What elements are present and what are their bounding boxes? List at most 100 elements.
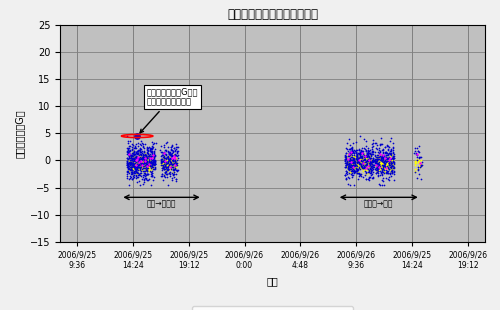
Point	[147, 159, 155, 164]
Point	[361, 157, 369, 162]
Point	[148, 140, 156, 145]
Point	[388, 158, 396, 163]
Point	[386, 158, 394, 163]
Point	[364, 164, 372, 169]
Point	[350, 160, 358, 165]
Point	[148, 151, 156, 156]
Point	[172, 160, 180, 165]
Point	[157, 157, 165, 162]
Point	[142, 158, 150, 163]
Point	[162, 171, 170, 176]
Point	[130, 167, 138, 172]
Point	[170, 158, 177, 163]
Point	[150, 150, 158, 155]
Point	[380, 155, 388, 160]
Point	[152, 162, 160, 167]
Point	[350, 163, 358, 168]
Point	[158, 162, 166, 167]
Point	[132, 164, 140, 169]
Point	[124, 156, 132, 161]
Point	[160, 162, 168, 167]
Point	[360, 155, 368, 160]
Point	[128, 163, 136, 168]
Point	[128, 161, 136, 166]
Point	[146, 162, 154, 167]
Point	[134, 161, 142, 166]
Point	[389, 160, 397, 165]
Point	[132, 166, 140, 171]
Point	[170, 173, 177, 178]
Point	[128, 167, 136, 172]
Point	[140, 142, 148, 147]
Point	[166, 159, 173, 164]
Point	[356, 160, 364, 165]
Point	[130, 145, 138, 150]
Point	[356, 162, 364, 166]
Point	[375, 159, 383, 164]
Point	[135, 159, 143, 164]
Point	[141, 164, 149, 169]
Point	[367, 164, 375, 169]
Point	[125, 166, 133, 171]
Point	[390, 146, 398, 151]
Point	[140, 166, 147, 171]
Point	[358, 165, 366, 170]
Point	[157, 173, 165, 178]
Point	[352, 166, 360, 171]
Point	[362, 165, 370, 170]
Point	[130, 174, 138, 179]
Point	[168, 160, 176, 165]
Point	[376, 157, 384, 162]
Point	[168, 161, 176, 166]
Point	[366, 153, 374, 158]
Point	[346, 163, 354, 168]
Point	[364, 157, 372, 162]
Point	[364, 160, 372, 165]
Point	[380, 147, 388, 152]
Point	[160, 178, 168, 183]
Point	[146, 151, 154, 156]
Point	[139, 159, 147, 164]
Point	[380, 163, 388, 168]
Point	[363, 159, 371, 164]
Point	[146, 148, 154, 153]
Point	[369, 156, 377, 161]
Point	[160, 166, 168, 171]
Point	[126, 139, 134, 144]
Point	[166, 162, 174, 167]
Point	[156, 153, 164, 158]
Point	[144, 157, 152, 162]
Point	[345, 153, 353, 158]
Point	[356, 164, 364, 169]
Point	[134, 148, 141, 153]
Point	[164, 167, 172, 172]
Point	[344, 163, 352, 168]
Point	[143, 150, 151, 155]
Point	[342, 176, 349, 181]
Point	[128, 153, 136, 158]
Point	[358, 162, 366, 166]
Point	[346, 157, 354, 162]
Point	[168, 158, 175, 163]
Point	[367, 163, 375, 168]
Point	[362, 159, 370, 164]
Point	[158, 171, 166, 176]
Point	[362, 171, 370, 176]
Point	[413, 155, 421, 160]
Point	[160, 143, 168, 148]
Point	[133, 159, 141, 164]
Point	[172, 162, 180, 167]
Point	[347, 167, 355, 172]
Point	[133, 165, 141, 170]
Point	[160, 161, 168, 166]
Point	[172, 160, 180, 165]
Point	[380, 168, 388, 173]
Point	[128, 153, 136, 158]
Point	[142, 166, 150, 171]
Point	[132, 160, 140, 165]
Point	[417, 162, 425, 167]
Point	[123, 151, 131, 156]
Point	[367, 154, 375, 159]
Point	[356, 155, 364, 160]
Point	[126, 158, 134, 163]
